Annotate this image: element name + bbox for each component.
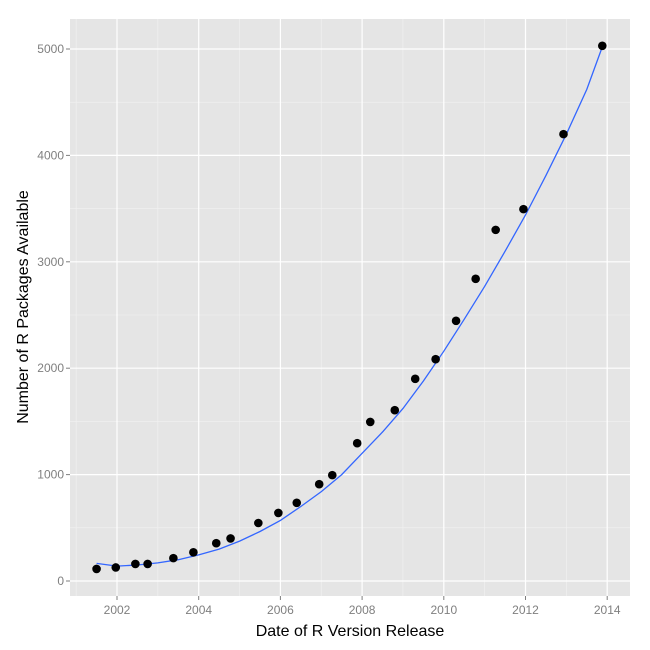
x-tick-label: 2012 bbox=[512, 603, 539, 617]
y-tick-label: 0 bbox=[57, 574, 64, 588]
data-point bbox=[314, 479, 324, 489]
data-point bbox=[471, 274, 480, 284]
plot-panel bbox=[70, 19, 630, 596]
data-point bbox=[390, 405, 400, 415]
data-point bbox=[491, 225, 500, 235]
data-point bbox=[519, 204, 528, 214]
y-tick-label: 3000 bbox=[37, 255, 64, 269]
data-point bbox=[597, 41, 607, 51]
data-point bbox=[111, 563, 121, 572]
data-point bbox=[254, 518, 263, 528]
x-tick-label: 2008 bbox=[349, 603, 376, 617]
data-point bbox=[211, 538, 221, 548]
y-tick-label: 4000 bbox=[37, 148, 64, 162]
x-axis: 2002 2004 2006 2008 2010 2012 2014 bbox=[104, 596, 621, 617]
minor-gridlines bbox=[70, 19, 630, 596]
y-axis: 0 1000 2000 3000 4000 5000 bbox=[37, 42, 70, 588]
smooth-fit-line bbox=[96, 46, 603, 567]
data-point bbox=[451, 316, 461, 326]
data-point bbox=[410, 374, 420, 384]
data-point bbox=[131, 559, 140, 569]
data-points bbox=[92, 41, 607, 574]
data-point bbox=[92, 564, 101, 574]
x-tick-label: 2010 bbox=[430, 603, 457, 617]
x-tick-label: 2004 bbox=[185, 603, 212, 617]
x-tick-label: 2006 bbox=[267, 603, 294, 617]
data-point bbox=[189, 547, 198, 557]
data-point bbox=[352, 438, 362, 448]
y-tick-label: 1000 bbox=[37, 468, 64, 482]
data-point bbox=[143, 559, 152, 569]
y-axis-title: Number of R Packages Available bbox=[15, 190, 32, 424]
data-point bbox=[431, 354, 440, 364]
data-point bbox=[169, 553, 178, 563]
major-gridlines bbox=[70, 19, 630, 596]
data-point bbox=[226, 534, 235, 543]
y-tick-label: 2000 bbox=[37, 361, 64, 375]
x-tick-label: 2014 bbox=[594, 603, 621, 617]
y-tick-label: 5000 bbox=[37, 42, 64, 56]
data-point bbox=[292, 498, 302, 508]
x-tick-label: 2002 bbox=[104, 603, 131, 617]
data-point bbox=[327, 470, 337, 480]
data-point bbox=[274, 508, 283, 518]
data-point bbox=[365, 417, 375, 427]
data-point bbox=[559, 129, 568, 139]
x-axis-title: Date of R Version Release bbox=[256, 623, 445, 640]
